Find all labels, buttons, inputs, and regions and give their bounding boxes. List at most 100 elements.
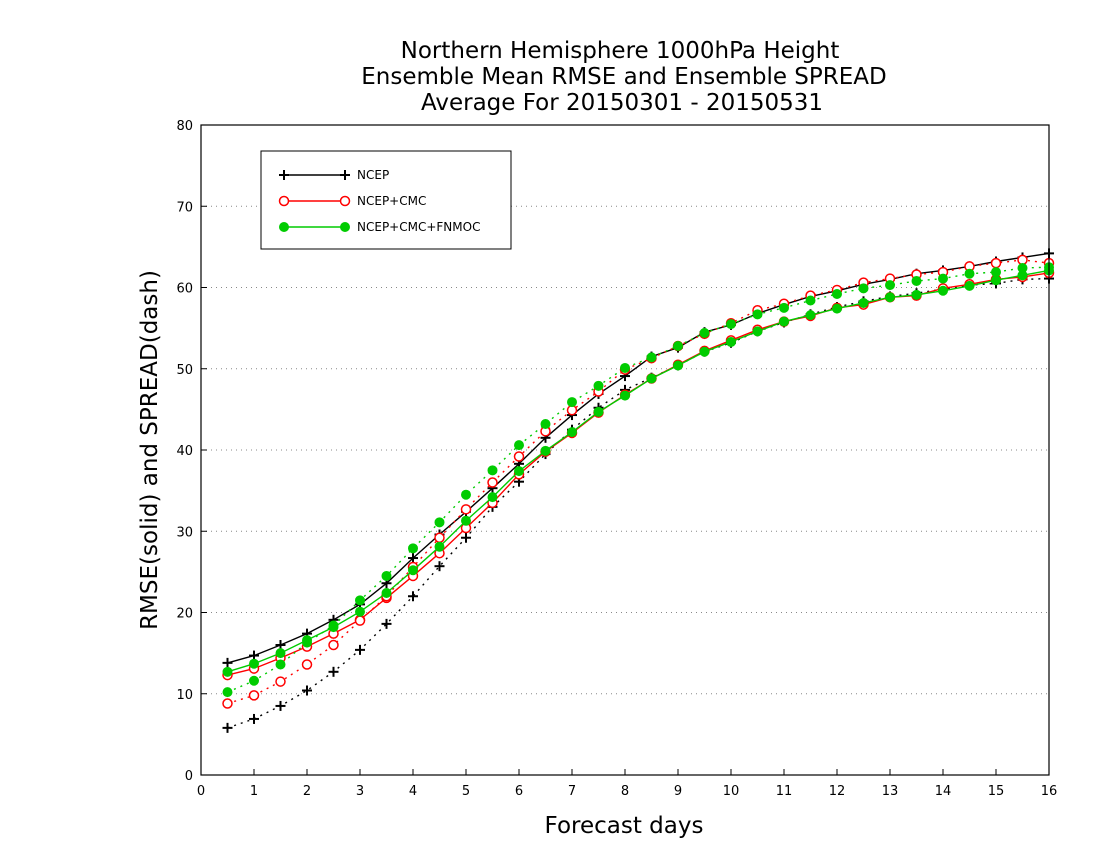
spread-point [858, 283, 869, 294]
rmse-point [593, 406, 604, 417]
series-ncep [222, 248, 1054, 733]
spread-point [461, 532, 471, 543]
rmse-point [514, 466, 524, 477]
rmse-point [964, 280, 975, 291]
rmse-point [567, 427, 577, 438]
rmse-point [858, 297, 869, 308]
x-tick-label: 13 [882, 784, 899, 799]
rmse-point [434, 541, 445, 552]
spread-point [911, 276, 922, 286]
spread-point [301, 659, 313, 670]
x-tick-label: 1 [250, 784, 258, 799]
spread-point [328, 639, 339, 651]
y-tick-label: 60 [176, 282, 193, 297]
spread-point [620, 362, 630, 373]
rmse-point [699, 346, 710, 357]
x-tick-label: 9 [674, 784, 682, 799]
x-tick-label: 12 [829, 784, 846, 799]
rmse-point [673, 360, 683, 371]
spread-point [302, 685, 312, 696]
rmse-point [408, 553, 418, 564]
legend-marker [279, 170, 289, 180]
spread-point [514, 440, 524, 451]
spread-point [222, 722, 233, 733]
x-axis-label: Forecast days [545, 813, 704, 839]
rmse-point [726, 336, 736, 347]
spread-point [302, 637, 312, 648]
y-tick-label: 70 [176, 200, 193, 215]
legend-item: NCEP+CMC [278, 194, 426, 208]
spread-point [461, 489, 471, 500]
spread-point [540, 419, 551, 429]
rmse-point [381, 588, 392, 598]
series-ncep-cmc-fnmoc [222, 262, 1054, 698]
rmse-point [540, 445, 551, 456]
spread-point [567, 397, 577, 408]
rmse-point [885, 292, 895, 303]
spread-point [381, 570, 392, 581]
y-tick-label: 80 [176, 119, 193, 134]
spread-point [699, 328, 710, 338]
rmse-point [275, 648, 286, 659]
x-tick-label: 2 [303, 784, 311, 799]
y-tick-label: 10 [176, 688, 193, 703]
spread-point [249, 713, 259, 724]
rmse-point [832, 303, 842, 314]
spread-point [513, 451, 525, 462]
rmse-point [752, 326, 763, 337]
legend-marker [340, 222, 350, 232]
rmse-point [461, 515, 471, 526]
spread-point [593, 380, 604, 391]
spread-point [964, 268, 975, 279]
y-tick-label: 30 [176, 525, 193, 540]
spread-point [991, 267, 1001, 278]
spread-point [487, 477, 498, 488]
legend-box [260, 150, 512, 250]
rmse-point [249, 658, 259, 669]
series-ncep-cmc-fnmoc-rmse-line [227, 269, 1050, 673]
spread-point [832, 289, 842, 299]
y-tick-label: 50 [176, 363, 193, 378]
series-ncep-rmse-line [227, 252, 1050, 664]
x-tick-label: 15 [988, 784, 1005, 799]
x-tick-label: 4 [409, 784, 417, 799]
spread-point [354, 615, 366, 626]
spread-point [805, 295, 816, 306]
spread-point [990, 257, 1002, 269]
rmse-point [222, 666, 233, 677]
spread-point [752, 309, 763, 320]
x-tick-label: 0 [197, 784, 205, 799]
spread-point [248, 690, 260, 701]
y-tick-label: 40 [176, 444, 193, 459]
series-ncep-cmc-rmse-line [227, 272, 1050, 676]
x-tick-label: 8 [621, 784, 629, 799]
legend-items: NCEP NCEP+CMC NCEP+CMC+FNMOC [278, 168, 480, 234]
spread-point [434, 561, 445, 572]
legend-label: NCEP [357, 168, 389, 182]
x-tick-label: 14 [935, 784, 952, 799]
rmse-point [487, 492, 498, 503]
legend-marker [340, 170, 350, 180]
spread-point [275, 676, 286, 687]
legend-label: NCEP+CMC+FNMOC [357, 220, 480, 234]
rmse-point [408, 565, 418, 576]
x-tick-label: 11 [776, 784, 793, 799]
spread-point [275, 659, 286, 670]
spread-point [222, 687, 233, 698]
spread-point [460, 504, 472, 515]
rmse-point [805, 310, 816, 321]
series-ncep-cmc-fnmoc-spread-line [227, 266, 1050, 693]
spread-point [434, 532, 445, 543]
spread-point [1017, 263, 1028, 273]
x-tick-label: 5 [462, 784, 470, 799]
spread-point [408, 591, 418, 602]
spread-point [249, 675, 259, 686]
spread-point [885, 280, 895, 291]
spread-point [275, 700, 286, 711]
grid [201, 205, 1049, 695]
spread-point [381, 618, 392, 629]
spread-point [355, 644, 365, 655]
chart-title: Northern Hemisphere 1000hPa Height Ensem… [361, 38, 886, 116]
spread-point [355, 595, 365, 606]
